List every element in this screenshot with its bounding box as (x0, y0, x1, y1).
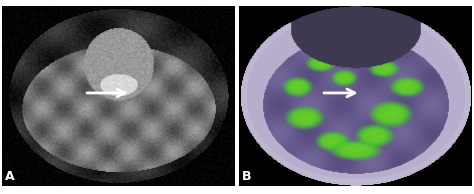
Text: A: A (5, 170, 15, 183)
Text: B: B (242, 170, 251, 183)
